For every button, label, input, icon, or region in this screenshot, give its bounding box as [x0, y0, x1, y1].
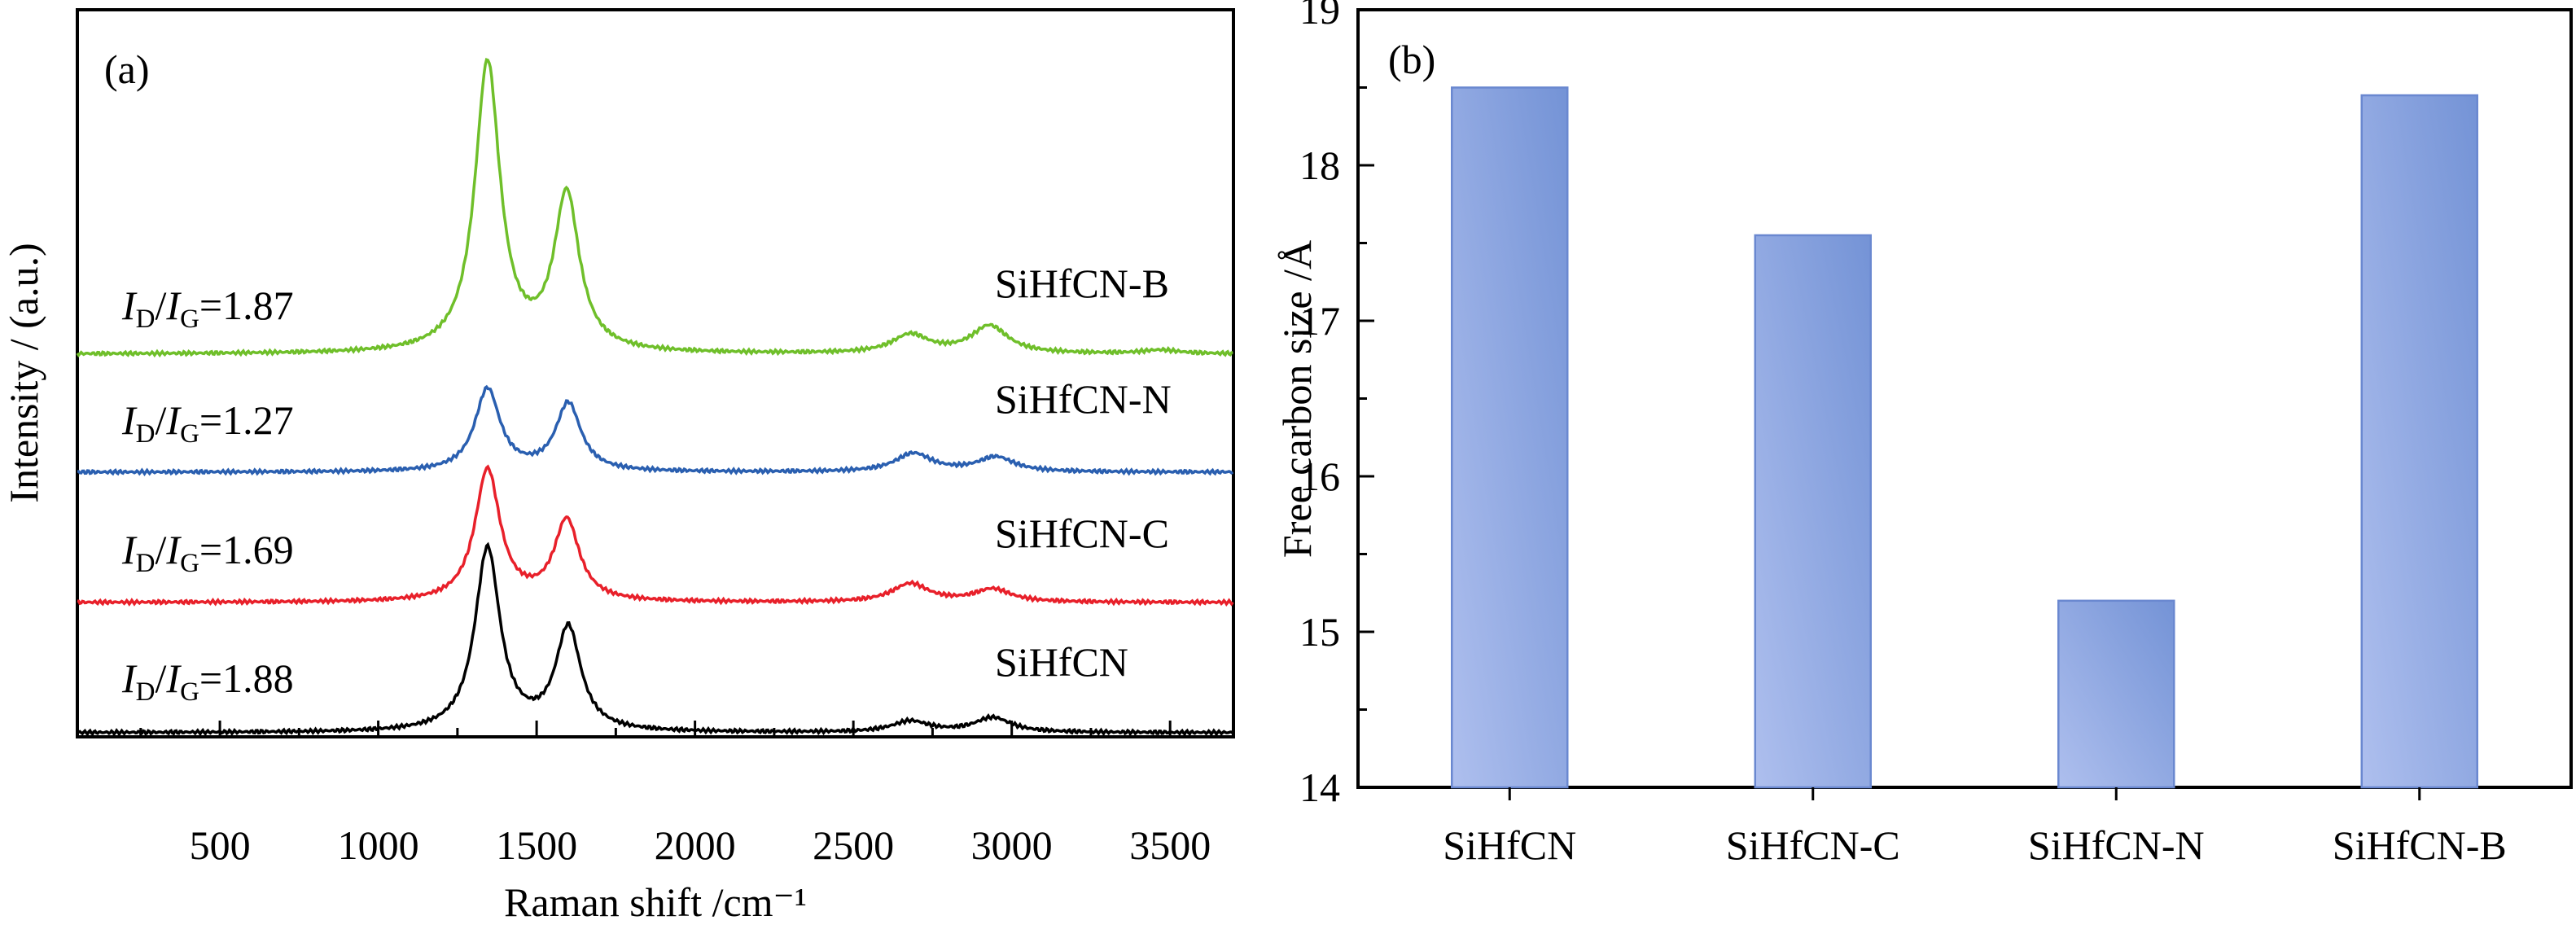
x-tick-label: 2000 [655, 822, 736, 868]
panel-b-label: (b) [1388, 37, 1435, 82]
y-tick-label: 15 [1299, 609, 1340, 655]
trace-sihfcn-n [77, 384, 1234, 476]
raman-spectra-panel: (a) 500 1000 1500 2000 2500 3000 3500 SiHfCNSi… [1, 8, 1235, 925]
free-carbon-bars [1451, 86, 2478, 800]
panel-b-y-ticks [1358, 8, 1374, 789]
category-label-sihfcn: SiHfCN [1443, 822, 1576, 868]
ratio-label-sihfcn-b: ID/IG=1.87 [121, 283, 294, 334]
panel-b-y-axis-title: Free carbon size /Å [1274, 240, 1320, 558]
trace-label-sihfcn: SiHfCN [995, 639, 1128, 685]
bar-sihfcn [1451, 86, 1569, 789]
x-tick-label: 3500 [1129, 822, 1211, 868]
trace-label-sihfcn-n: SiHfCN-N [995, 376, 1172, 422]
intensity-ratio-labels: ID/IG=1.88 ID/IG=1.69 ID/IG=1.27 ID/IG=1.87 [121, 283, 294, 707]
panel-b-category-labels: SiHfCN SiHfCN-C SiHfCN-N SiHfCN-B [1443, 822, 2506, 868]
y-tick-label: 14 [1299, 765, 1340, 810]
ratio-label-sihfcn-n: ID/IG=1.27 [121, 397, 294, 449]
y-tick-label: 17 [1299, 298, 1340, 344]
trace-label-sihfcn-c: SiHfCN-C [995, 511, 1169, 556]
trace-sihfcn [77, 541, 1234, 737]
bar-sihfcn-c [1754, 234, 1872, 789]
trace-sihfcn-c [77, 464, 1234, 607]
category-label-sihfcn-b: SiHfCN-B [2333, 822, 2507, 868]
panel-a-x-tick-labels: 500 1000 1500 2000 2500 3000 3500 [190, 822, 1211, 868]
category-label-sihfcn-n: SiHfCN-N [2028, 822, 2205, 868]
x-tick-label: 2500 [813, 822, 894, 868]
x-tick-label: 1000 [338, 822, 419, 868]
y-tick-label: 18 [1299, 142, 1340, 188]
panel-a-x-ticks [139, 721, 1172, 737]
panel-a-frame [76, 8, 1235, 738]
trace-label-sihfcn-b: SiHfCN-B [995, 261, 1169, 306]
y-tick-label: 19 [1299, 0, 1340, 33]
panel-a-x-axis-title: Raman shift /cm⁻¹ [504, 879, 807, 925]
x-tick-label: 500 [190, 822, 251, 868]
ratio-label-sihfcn: ID/IG=1.88 [121, 655, 294, 707]
ratio-label-sihfcn-c: ID/IG=1.69 [121, 527, 294, 578]
trace-sihfcn-b [76, 57, 1233, 358]
x-tick-label: 3000 [971, 822, 1053, 868]
category-label-sihfcn-c: SiHfCN-C [1726, 822, 1900, 868]
panel-b-y-tick-labels: 14 15 16 17 18 19 [1299, 0, 1340, 810]
spectra-trace-labels: SiHfCN SiHfCN-C SiHfCN-N SiHfCN-B [995, 261, 1172, 685]
bar-sihfcn-b [2360, 94, 2478, 789]
panel-a-label: (a) [104, 46, 150, 92]
y-tick-label: 16 [1299, 454, 1340, 499]
spectra-traces [76, 57, 1234, 737]
panel-a-y-axis-title: Intensity / (a.u.) [1, 243, 46, 502]
bar-sihfcn-n [2057, 599, 2175, 789]
x-tick-label: 1500 [496, 822, 577, 868]
